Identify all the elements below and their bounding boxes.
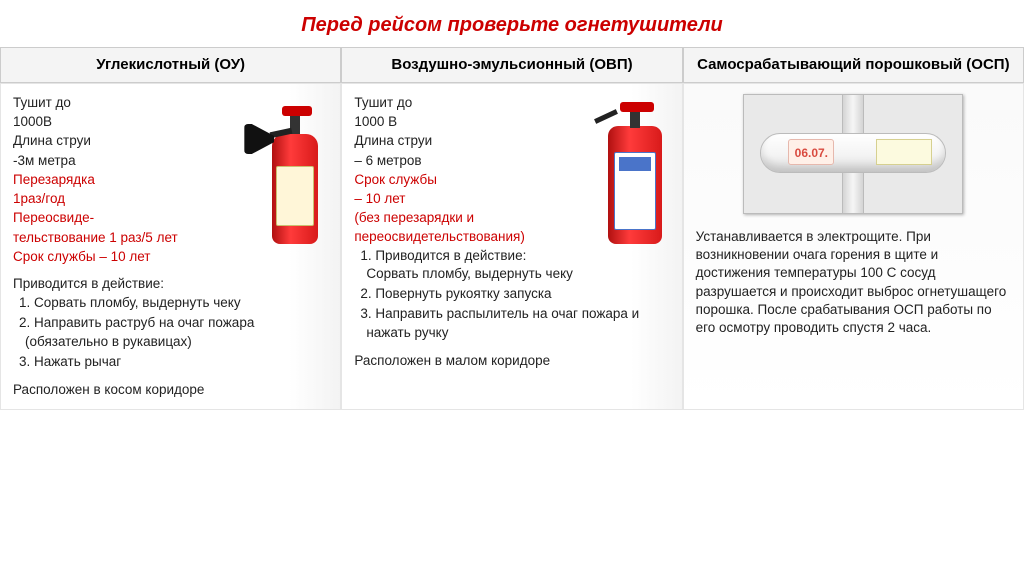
action-item: Нажать рычаг — [19, 353, 328, 371]
location-note: Расположен в малом коридоре — [354, 352, 669, 370]
action-list: Приводится в действие: Сорвать пломбу, в… — [354, 247, 669, 342]
col-body-3: 06.07. Устанавливается в электрощите. Пр… — [683, 83, 1024, 410]
spec-line-red: Срок службы – 10 лет — [13, 248, 328, 266]
col-body-1: Тушит до 1000В Длина струи -3м метра Пер… — [0, 83, 341, 410]
location-note: Расположен в косом коридоре — [13, 381, 328, 399]
extinguisher-osp-image: 06.07. — [743, 94, 963, 214]
page-title: Перед рейсом проверьте огнетушители — [0, 0, 1024, 47]
action-item: Повернуть рукоятку запуска — [360, 285, 669, 303]
comparison-table: Углекислотный (ОУ) Воздушно-эмульсионный… — [0, 47, 1024, 410]
col-header-2: Воздушно-эмульсионный (ОВП) — [341, 47, 682, 83]
col-body-2: Тушит до 1000 В Длина струи – 6 метров С… — [341, 83, 682, 410]
action-list: Сорвать пломбу, выдернуть чеку Направить… — [13, 294, 328, 371]
action-item: Направить распылитель на очаг пожара и н… — [360, 305, 669, 341]
action-item: Направить раструб на очаг пожара (обязат… — [19, 314, 328, 350]
action-item: Приводится в действие: Сорвать пломбу, в… — [360, 247, 669, 283]
action-item: Сорвать пломбу, выдернуть чеку — [19, 294, 328, 312]
action-intro: Приводится в действие: — [13, 275, 328, 293]
osp-description: Устанавливается в электрощите. При возни… — [696, 228, 1011, 337]
extinguisher-emulsion-image — [584, 94, 670, 244]
col-header-1: Углекислотный (ОУ) — [0, 47, 341, 83]
col-header-3: Самосрабатывающий порошковый (ОСП) — [683, 47, 1024, 83]
osp-date-tag: 06.07. — [788, 139, 834, 165]
extinguisher-co2-image — [242, 94, 328, 244]
